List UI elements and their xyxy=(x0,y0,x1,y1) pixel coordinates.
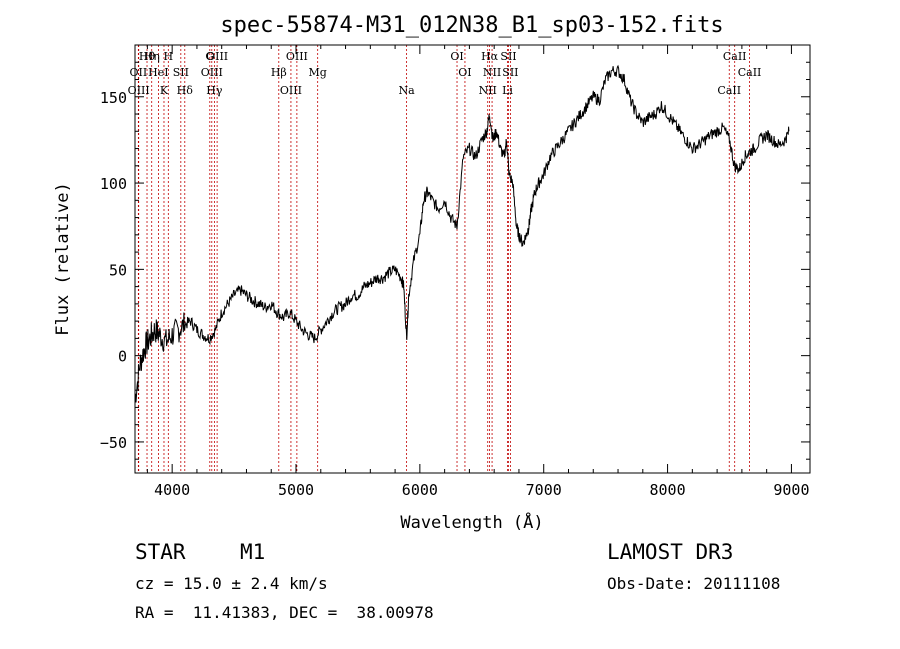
spectrum-series xyxy=(134,64,790,403)
line-label: Hη xyxy=(144,50,160,63)
line-label: OIII xyxy=(280,84,302,97)
line-label: Li xyxy=(502,84,513,97)
x-axis-label: Wavelength (Å) xyxy=(400,511,543,533)
x-tick-label: 5000 xyxy=(278,481,314,499)
coordinates: RA = 11.41383, DEC = 38.00978 xyxy=(135,603,434,622)
line-label: G xyxy=(205,50,214,63)
line-label: Mg xyxy=(309,66,327,79)
redshift-cz: cz = 15.0 ± 2.4 km/s xyxy=(135,574,328,593)
line-label: NII xyxy=(479,84,497,97)
x-tick-label: 9000 xyxy=(773,481,809,499)
line-label: Hα xyxy=(481,50,499,63)
line-label: HeI xyxy=(148,66,168,79)
line-label: Hβ xyxy=(271,66,287,79)
object-subclass: M1 xyxy=(240,540,266,564)
line-label: H xyxy=(164,50,174,63)
y-axis-ticks: −50 0 50 100 150 xyxy=(100,61,810,460)
x-axis-ticks: 4000 5000 6000 7000 8000 9000 xyxy=(146,45,809,499)
line-label: Hδ xyxy=(177,84,194,97)
y-tick-label: 0 xyxy=(118,348,127,366)
line-label: OII xyxy=(129,66,147,79)
line-label: SII xyxy=(502,66,518,79)
chart-title: spec-55874-M31_012N38_B1_sp03-152.fits xyxy=(220,13,723,38)
y-tick-label: 150 xyxy=(100,89,127,107)
line-label: CaII xyxy=(717,84,741,97)
line-label: Na xyxy=(399,84,416,97)
object-class: STAR xyxy=(135,540,186,564)
line-label: OIII xyxy=(128,84,150,97)
x-tick-label: 8000 xyxy=(650,481,686,499)
line-label: CaII xyxy=(723,50,747,63)
emission-line-labels: HθOIIOIIIHηHeIKHSIIHδGOIIIHγOIIIHβOIIIOI… xyxy=(128,50,762,97)
emission-line-markers xyxy=(137,45,750,473)
line-label: CaII xyxy=(738,66,762,79)
x-tick-label: 6000 xyxy=(402,481,438,499)
line-label: OI xyxy=(458,66,471,79)
line-label: Hγ xyxy=(206,84,223,97)
line-label: SII xyxy=(500,50,516,63)
line-label: Hθ xyxy=(139,50,156,63)
line-label: OI xyxy=(450,50,463,63)
y-tick-label: −50 xyxy=(100,434,127,452)
spectrum-line xyxy=(134,64,790,403)
line-label: OIII xyxy=(206,50,228,63)
line-label: OIII xyxy=(286,50,308,63)
line-label: SII xyxy=(173,66,189,79)
y-axis-label: Flux (relative) xyxy=(53,182,73,336)
line-label: K xyxy=(160,84,169,97)
plot-frame xyxy=(134,44,811,474)
observation-date: Obs-Date: 20111108 xyxy=(607,574,781,593)
y-tick-label: 50 xyxy=(109,261,127,279)
line-label: NII xyxy=(483,66,501,79)
x-tick-label: 7000 xyxy=(526,481,562,499)
y-tick-label: 100 xyxy=(100,175,127,193)
line-label: OIII xyxy=(201,66,223,79)
x-tick-label: 4000 xyxy=(154,481,190,499)
survey-name: LAMOST DR3 xyxy=(607,540,734,564)
